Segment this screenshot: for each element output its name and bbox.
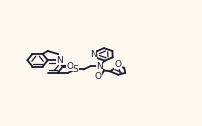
Text: O: O: [66, 62, 73, 71]
Text: N: N: [56, 56, 63, 65]
Text: O: O: [94, 72, 101, 81]
Text: S: S: [73, 65, 78, 74]
Text: N: N: [96, 62, 102, 71]
Text: O: O: [114, 60, 121, 69]
Text: N: N: [90, 50, 97, 59]
